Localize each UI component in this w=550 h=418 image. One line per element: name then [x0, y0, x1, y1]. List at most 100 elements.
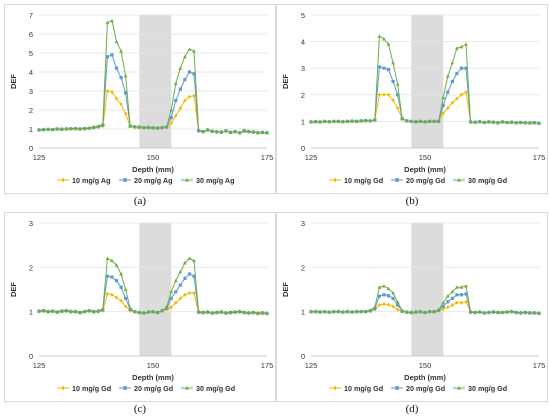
y-tick-label: 1	[29, 308, 33, 317]
y-axis-title: DEF	[281, 282, 290, 297]
data-point	[446, 300, 450, 304]
data-point	[228, 310, 233, 314]
data-point	[87, 308, 92, 312]
data-point	[114, 279, 119, 283]
data-point	[174, 98, 178, 103]
data-point	[119, 285, 123, 289]
data-point	[359, 118, 364, 123]
y-tick-label: 1	[29, 125, 33, 134]
data-point	[377, 294, 381, 298]
data-point	[372, 118, 377, 122]
data-point	[160, 125, 165, 129]
data-point	[228, 130, 233, 134]
data-point	[255, 130, 260, 135]
data-point	[345, 309, 350, 314]
legend-marker	[123, 178, 127, 182]
data-point	[187, 256, 192, 260]
data-point	[372, 305, 377, 309]
data-point	[386, 286, 391, 291]
data-point	[178, 296, 183, 301]
y-tick-label: 0	[29, 352, 33, 361]
data-point	[169, 121, 173, 126]
data-point	[114, 66, 119, 70]
legend-label: 10 mg/g Gd	[344, 384, 383, 393]
data-point	[409, 310, 414, 315]
data-point	[386, 42, 391, 46]
y-tick-label: 0	[301, 352, 305, 361]
x-tick-label: 175	[261, 361, 274, 370]
data-point	[441, 95, 446, 99]
data-point	[313, 309, 318, 313]
data-point	[441, 307, 445, 312]
data-point	[55, 127, 60, 131]
data-point	[73, 309, 78, 313]
data-point	[432, 119, 437, 123]
legend-marker	[457, 177, 461, 182]
data-point	[100, 122, 105, 126]
data-point	[110, 258, 114, 263]
data-point	[450, 296, 454, 300]
data-point	[404, 118, 409, 123]
data-point	[41, 127, 46, 132]
y-tick-label: 5	[29, 49, 33, 58]
data-point	[391, 98, 395, 103]
legend-label: 20 mg/g Gd	[406, 384, 445, 393]
data-point	[64, 126, 69, 131]
data-point	[178, 87, 182, 91]
data-point	[486, 119, 491, 124]
y-tick-label: 0	[29, 144, 33, 153]
data-point	[210, 310, 215, 315]
data-point	[164, 124, 169, 129]
data-point	[427, 119, 432, 123]
data-point	[382, 66, 386, 70]
data-point	[141, 125, 146, 129]
legend-label: 20 mg/g Gd	[134, 384, 173, 393]
y-tick-label: 0	[301, 144, 305, 153]
data-point	[87, 126, 92, 130]
data-point	[459, 293, 464, 297]
data-point	[192, 274, 196, 278]
data-point	[382, 302, 386, 307]
legend-label: 30 mg/g Ag	[196, 176, 234, 185]
caption-a: (a)	[133, 195, 147, 207]
data-point	[377, 65, 381, 69]
y-tick-label: 4	[29, 68, 33, 77]
data-point	[491, 120, 496, 124]
data-point	[500, 310, 505, 314]
data-point	[450, 79, 454, 84]
data-point	[219, 130, 224, 134]
data-point	[446, 90, 450, 94]
data-point	[441, 304, 445, 308]
data-point	[309, 119, 313, 124]
data-point	[119, 76, 123, 80]
data-point	[105, 20, 110, 25]
data-point	[137, 125, 142, 129]
data-point	[441, 111, 445, 116]
data-point	[224, 310, 228, 315]
data-point	[363, 309, 368, 313]
data-point	[413, 119, 418, 124]
data-point	[450, 100, 455, 105]
legend-marker	[61, 177, 65, 183]
data-point	[336, 309, 341, 313]
data-point	[192, 258, 196, 263]
data-point	[174, 113, 178, 118]
data-point	[386, 294, 391, 298]
data-point	[368, 308, 373, 312]
data-point	[382, 92, 386, 97]
data-point	[164, 305, 169, 309]
data-point	[455, 71, 459, 76]
data-point	[455, 285, 459, 289]
legend-marker	[395, 178, 399, 182]
data-point	[110, 89, 114, 94]
legend-label: 10 mg/g Ag	[72, 176, 110, 185]
data-point	[318, 119, 323, 124]
data-point	[446, 305, 450, 310]
data-point	[128, 306, 133, 310]
data-point	[214, 310, 219, 314]
data-point	[427, 309, 432, 314]
data-point	[441, 103, 445, 108]
y-tick-label: 2	[29, 263, 33, 272]
data-point	[201, 129, 206, 133]
data-point	[146, 125, 151, 129]
